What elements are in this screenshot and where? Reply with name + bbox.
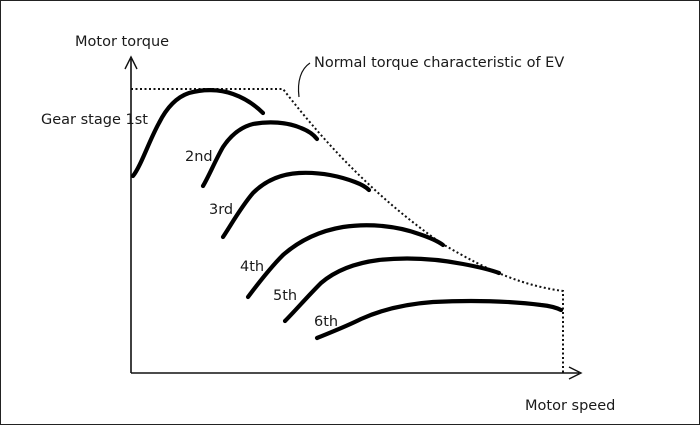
gear-label-1st: Gear stage 1st: [41, 112, 148, 128]
gear-curve-5th: [282, 256, 502, 324]
gear-curve-4th: [245, 223, 446, 300]
gear-label-2nd: 2nd: [185, 149, 213, 165]
y-axis-arrowhead: [124, 55, 138, 70]
gear-curve-1st: [130, 88, 266, 179]
envelope-label-leader: [297, 62, 311, 98]
y-axis-label: Motor torque: [75, 34, 169, 50]
gear-curve-6th: [314, 298, 564, 341]
x-axis-arrowhead: [568, 366, 583, 380]
x-axis-label: Motor speed: [525, 398, 615, 414]
gear-label-5th: 5th: [273, 288, 297, 304]
gear-curve-3rd: [220, 170, 372, 240]
gear-label-3rd: 3rd: [209, 202, 233, 218]
gear-label-4th: 4th: [240, 259, 264, 275]
envelope-curve: [131, 88, 564, 373]
envelope-label: Normal torque characteristic of EV: [314, 55, 564, 71]
gear-curve-2nd: [200, 120, 320, 189]
gear-label-6th: 6th: [314, 314, 338, 330]
